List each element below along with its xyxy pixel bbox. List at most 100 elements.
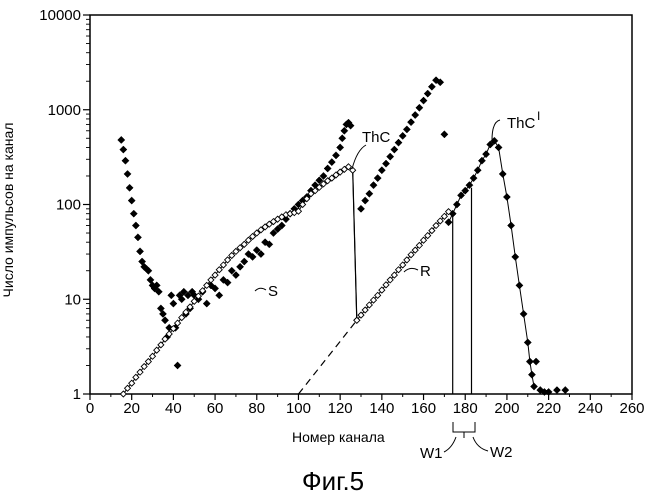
x-tick-label: 120	[328, 400, 353, 417]
filled-point	[470, 174, 477, 181]
x-tick-label: 260	[619, 400, 644, 417]
filled-point	[420, 97, 427, 104]
label-w1: W1	[420, 445, 443, 462]
y-tick-labels: 1 10 100 1000 10000	[39, 7, 81, 403]
x-tick-label: 140	[369, 400, 394, 417]
filled-point	[170, 300, 177, 307]
filled-point	[122, 157, 129, 164]
filled-point	[203, 300, 210, 307]
y-tick-label: 10	[64, 291, 81, 308]
filled-point	[495, 144, 502, 151]
filled-point	[530, 383, 537, 390]
filled-point	[362, 197, 369, 204]
filled-point	[174, 362, 181, 369]
filled-point	[391, 146, 398, 153]
filled-point	[503, 193, 510, 200]
filled-point	[332, 152, 339, 159]
y-tick-label: 1	[73, 386, 81, 403]
filled-point	[328, 159, 335, 166]
filled-point	[403, 126, 410, 133]
filled-point	[236, 263, 243, 270]
x-tick-label: 240	[578, 400, 603, 417]
plot-frame	[90, 15, 632, 394]
filled-point	[395, 139, 402, 146]
y-tick-label: 100	[56, 197, 81, 214]
series-line	[123, 167, 356, 394]
filled-point	[533, 358, 540, 365]
w-bracket	[453, 422, 475, 432]
filled-point	[120, 146, 127, 153]
filled-point	[339, 135, 346, 142]
y-tick-label: 1000	[48, 102, 81, 119]
filled-point	[520, 310, 527, 317]
tail-line	[494, 141, 534, 387]
filled-point	[134, 234, 141, 241]
filled-point	[216, 292, 223, 299]
filled-point	[516, 282, 523, 289]
filled-point	[474, 167, 481, 174]
filled-point	[441, 131, 448, 138]
filled-point	[130, 210, 137, 217]
filled-point	[324, 165, 331, 172]
filled-point	[528, 371, 535, 378]
s-leader	[255, 288, 266, 291]
filled-point	[524, 339, 531, 346]
filled-point	[128, 197, 135, 204]
filled-point	[357, 205, 364, 212]
x-axis-title: Номер канала	[292, 429, 385, 445]
x-tick-label: 180	[453, 400, 478, 417]
filled-point	[478, 157, 485, 164]
filled-point	[382, 160, 389, 167]
filled-point	[241, 258, 248, 265]
filled-point	[407, 119, 414, 126]
filled-point	[124, 170, 131, 177]
y-axis-title: Число импульсов на канал	[0, 123, 16, 298]
w1-leader	[444, 437, 456, 452]
label-w2: W2	[490, 444, 513, 461]
filled-point	[482, 151, 489, 158]
filled-point	[374, 174, 381, 181]
log-scale-chart: 0 20 40 60 80 100 120 140 160 180 200 220 240 260 1 10…	[0, 0, 657, 500]
figure: 0 20 40 60 80 100 120 140 160 180 200 220 240 260 1 10…	[0, 0, 657, 500]
filled-point	[118, 136, 125, 143]
filled-point	[416, 104, 423, 111]
y-tick-label: 10000	[39, 7, 81, 24]
line-R-extrapolation	[299, 320, 357, 394]
filled-point	[507, 222, 514, 229]
x-tick-label: 200	[494, 400, 519, 417]
label-thc-prime-mark: I	[537, 109, 540, 123]
filled-point	[366, 190, 373, 197]
filled-point	[136, 248, 143, 255]
x-tick-label: 40	[165, 400, 182, 417]
filled-point	[512, 253, 519, 260]
thc-prime-leader	[492, 120, 500, 140]
filled-point	[412, 111, 419, 118]
x-tick-label: 160	[411, 400, 436, 417]
data-points	[118, 77, 569, 397]
label-r: R	[420, 263, 431, 280]
filled-point	[399, 132, 406, 139]
filled-point	[387, 153, 394, 160]
filled-point	[445, 219, 452, 226]
filled-point	[161, 317, 168, 324]
w2-leader	[473, 437, 488, 451]
filled-point	[562, 386, 569, 393]
filled-point	[168, 292, 175, 299]
x-tick-label: 20	[123, 400, 140, 417]
filled-point	[499, 170, 506, 177]
filled-point	[453, 201, 460, 208]
x-tick-label: 100	[286, 400, 311, 417]
filled-point	[341, 127, 348, 134]
label-thc: ThC	[362, 129, 391, 146]
figure-caption: Фиг.5	[302, 466, 364, 496]
label-thc-prime: ThC	[507, 115, 536, 132]
thc-leader	[352, 145, 366, 169]
x-tick-label: 80	[248, 400, 265, 417]
x-tick-label: 0	[86, 400, 94, 417]
x-tick-label: 60	[207, 400, 224, 417]
x-tick-label: 220	[536, 400, 561, 417]
filled-point	[378, 167, 385, 174]
filled-point	[553, 386, 560, 393]
filled-point	[126, 184, 133, 191]
filled-point	[337, 144, 344, 151]
